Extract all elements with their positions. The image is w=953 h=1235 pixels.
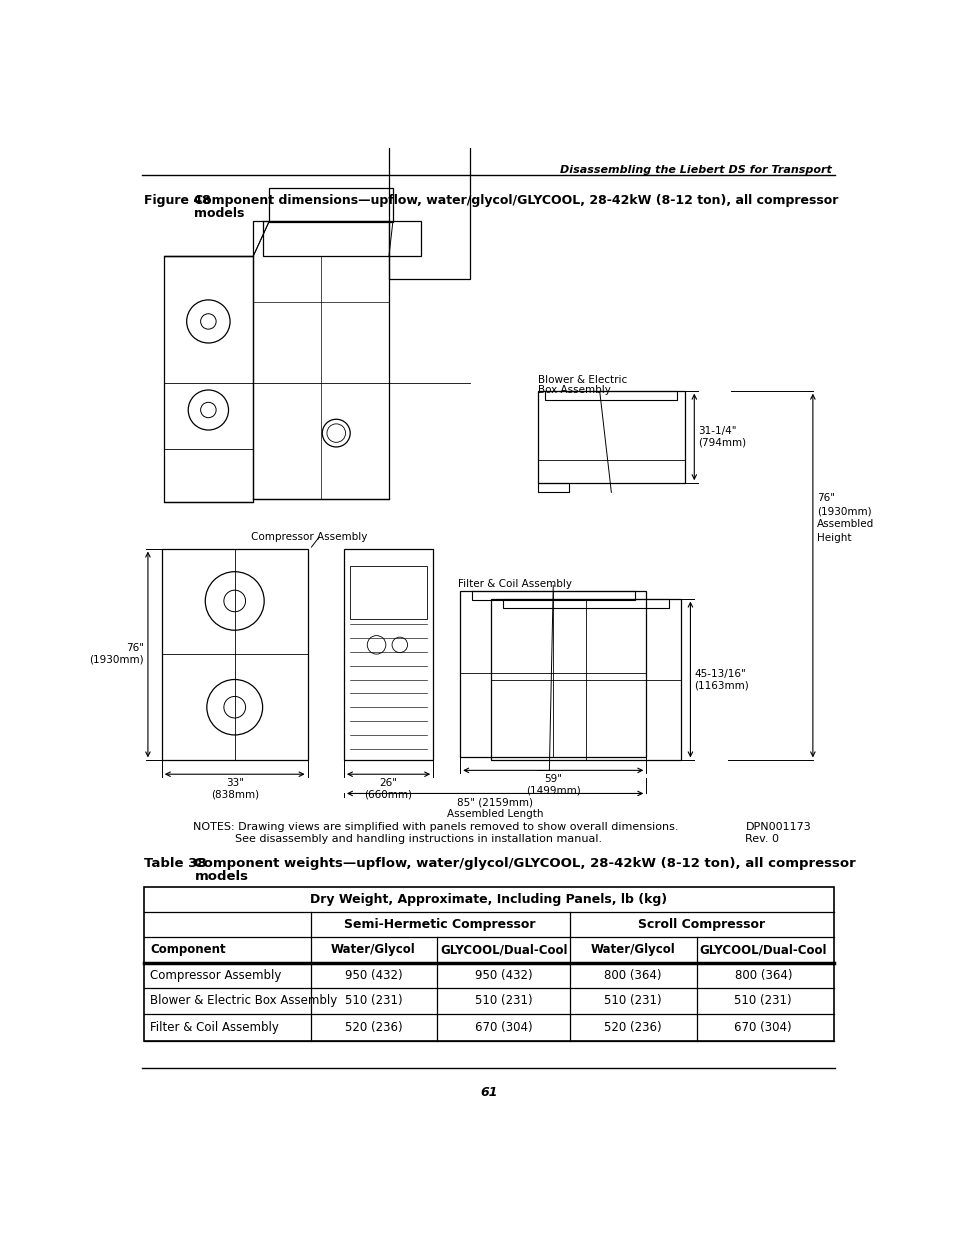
Text: Disassembling the Liebert DS for Transport: Disassembling the Liebert DS for Transpo… [559, 165, 831, 175]
Text: 510 (231): 510 (231) [475, 994, 532, 1007]
Text: 59"
(1499mm): 59" (1499mm) [525, 774, 580, 795]
Text: Assembled Length: Assembled Length [446, 809, 543, 819]
Text: models: models [194, 206, 245, 220]
Text: 520 (236): 520 (236) [344, 1021, 402, 1034]
Bar [350, 567, 427, 619]
Bar [472, 592, 634, 600]
Text: GLYCOOL/Dual-Cool: GLYCOOL/Dual-Cool [439, 944, 567, 956]
Text: Component: Component [150, 944, 226, 956]
Text: 670 (304): 670 (304) [734, 1021, 791, 1034]
Text: 950 (432): 950 (432) [475, 968, 532, 982]
Text: NOTES: Drawing views are simplified with panels removed to show overall dimensio: NOTES: Drawing views are simplified with… [193, 823, 678, 832]
Text: Filter & Coil Assembly: Filter & Coil Assembly [457, 579, 572, 589]
Text: Compressor Assembly: Compressor Assembly [150, 968, 281, 982]
Bar [502, 599, 669, 608]
Bar [162, 548, 307, 761]
Text: Table 38: Table 38 [144, 857, 207, 869]
Text: Filter & Coil Assembly: Filter & Coil Assembly [150, 1021, 279, 1034]
Text: Blower & Electric Box Assembly: Blower & Electric Box Assembly [150, 994, 337, 1007]
Text: See disassembly and handling instructions in installation manual.: See disassembly and handling instruction… [235, 835, 602, 845]
Text: 800 (364): 800 (364) [734, 968, 791, 982]
Bar [459, 592, 645, 757]
Text: models: models [194, 869, 248, 883]
Text: 61: 61 [479, 1086, 497, 1099]
Text: 510 (231): 510 (231) [734, 994, 791, 1007]
Text: Water/Glycol: Water/Glycol [590, 944, 675, 956]
Text: Dry Weight, Approximate, Including Panels, lb (kg): Dry Weight, Approximate, Including Panel… [310, 893, 667, 906]
Text: DPN001173: DPN001173 [744, 823, 810, 832]
Text: 670 (304): 670 (304) [475, 1021, 532, 1034]
Text: 520 (236): 520 (236) [603, 1021, 661, 1034]
Text: 510 (231): 510 (231) [344, 994, 402, 1007]
Bar [537, 390, 684, 483]
Bar [344, 548, 433, 761]
Text: Blower & Electric: Blower & Electric [537, 375, 626, 385]
Text: GLYCOOL/Dual-Cool: GLYCOOL/Dual-Cool [699, 944, 826, 956]
Bar [164, 256, 253, 503]
Text: 33"
(838mm): 33" (838mm) [211, 778, 258, 799]
Text: 85" (2159mm): 85" (2159mm) [456, 798, 533, 808]
Text: Component weights—upflow, water/glycol/GLYCOOL, 28-42kW (8-12 ton), all compress: Component weights—upflow, water/glycol/G… [194, 857, 855, 869]
Text: Component dimensions—upflow, water/glycol/GLYCOOL, 28-42kW (8-12 ton), all compr: Component dimensions—upflow, water/glyco… [194, 194, 838, 207]
Text: 950 (432): 950 (432) [344, 968, 402, 982]
Text: 26"
(660mm): 26" (660mm) [364, 778, 412, 799]
Bar [269, 188, 393, 222]
Bar [537, 483, 568, 493]
Bar [144, 888, 833, 1041]
Text: 800 (364): 800 (364) [603, 968, 661, 982]
Bar [545, 390, 677, 400]
Text: 76"
(1930mm): 76" (1930mm) [90, 643, 144, 664]
Bar [491, 599, 680, 761]
Text: Rev. 0: Rev. 0 [744, 835, 779, 845]
Text: 510 (231): 510 (231) [603, 994, 661, 1007]
Text: 76"
(1930mm)
Assembled
Height: 76" (1930mm) Assembled Height [816, 493, 873, 542]
Text: Figure 48: Figure 48 [144, 194, 211, 207]
Text: Compressor Assembly: Compressor Assembly [251, 531, 367, 542]
Text: Scroll Compressor: Scroll Compressor [638, 918, 765, 931]
Text: Water/Glycol: Water/Glycol [331, 944, 416, 956]
Text: Semi-Hermetic Compressor: Semi-Hermetic Compressor [344, 918, 536, 931]
Text: 31-1/4"
(794mm): 31-1/4" (794mm) [698, 426, 745, 448]
Text: Box Assembly: Box Assembly [537, 385, 610, 395]
Bar [253, 221, 389, 499]
Bar [389, 59, 470, 279]
Text: 45-13/16"
(1163mm): 45-13/16" (1163mm) [694, 668, 748, 690]
